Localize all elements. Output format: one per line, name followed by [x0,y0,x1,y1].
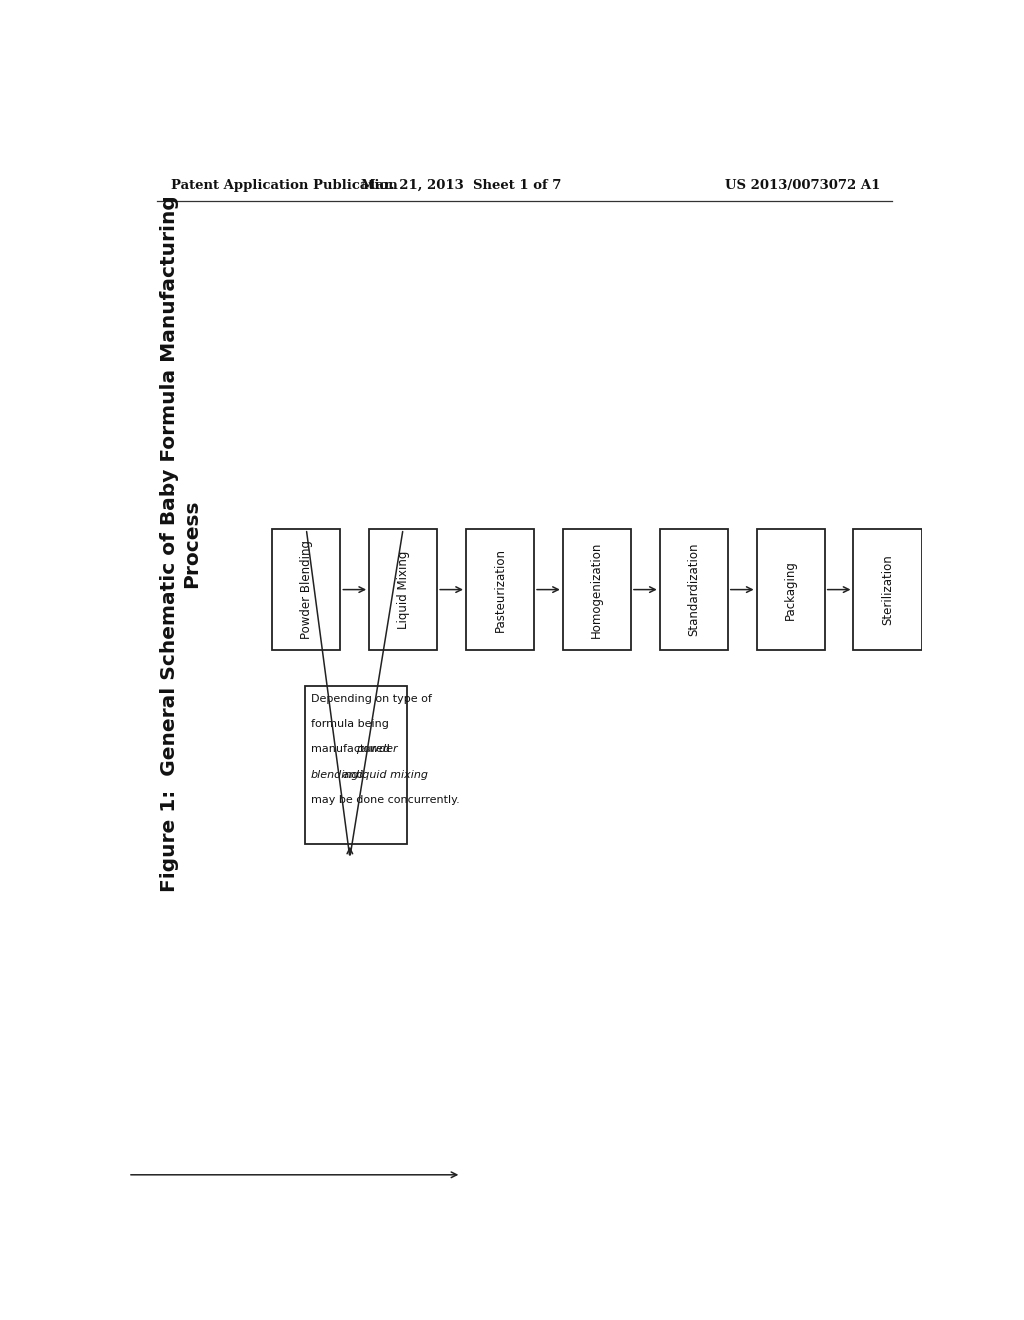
Text: manufactured: manufactured [311,744,393,754]
Text: Mar. 21, 2013  Sheet 1 of 7: Mar. 21, 2013 Sheet 1 of 7 [361,178,561,191]
Text: Sterilization: Sterilization [881,554,894,624]
Bar [659,529,728,651]
Text: Homogenization: Homogenization [591,541,603,638]
Bar [853,529,922,651]
Text: formula being: formula being [311,719,389,729]
Text: Standardization: Standardization [687,543,700,636]
Text: Pasteurization: Pasteurization [494,548,507,631]
Bar [272,529,340,651]
Text: blending: blending [311,770,359,780]
Text: and: and [339,770,367,780]
Text: Packaging: Packaging [784,560,797,619]
Text: Patent Application Publication: Patent Application Publication [171,178,397,191]
Bar [305,686,407,843]
Text: Liquid Mixing: Liquid Mixing [396,550,410,628]
Text: Depending on type of: Depending on type of [311,693,432,704]
Text: powder: powder [356,744,398,754]
Bar [466,529,535,651]
Text: may be done concurrently.: may be done concurrently. [311,795,460,805]
Text: Powder Blending: Powder Blending [300,540,312,639]
Text: Figure 1:  General Schematic of Baby Formula Manufacturing
Process: Figure 1: General Schematic of Baby Form… [160,195,201,892]
Bar [369,529,437,651]
Text: US 2013/0073072 A1: US 2013/0073072 A1 [725,178,880,191]
Bar [757,529,824,651]
Bar [563,529,631,651]
Text: liquid mixing: liquid mixing [356,770,428,780]
